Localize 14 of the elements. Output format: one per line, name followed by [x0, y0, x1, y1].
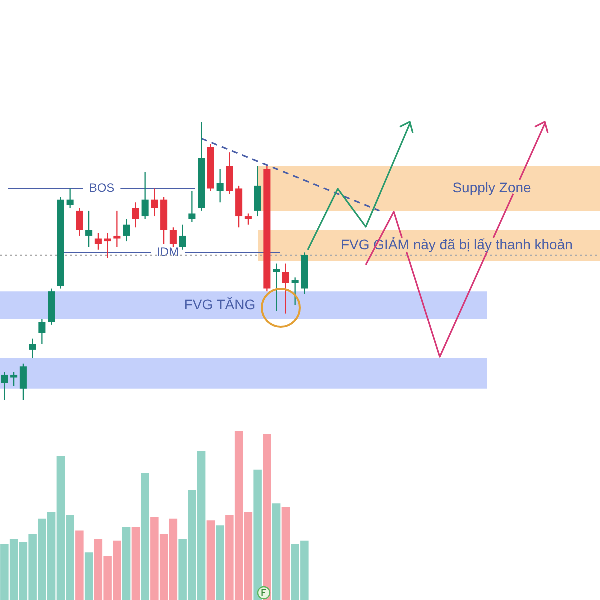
- ref-line-label: BOS: [89, 181, 115, 196]
- bar: [206, 520, 216, 600]
- bar: [76, 530, 84, 600]
- bar: [122, 527, 131, 600]
- bar: [132, 527, 140, 600]
- ref-line-label: IDM: [157, 244, 179, 259]
- candlestick: [244, 214, 252, 225]
- bar: [84, 552, 94, 600]
- bar: [282, 507, 290, 600]
- band-label: Supply Zone: [452, 180, 532, 196]
- bar: [141, 473, 150, 600]
- bar: [272, 504, 281, 600]
- bar: [216, 526, 224, 600]
- band-label: FVG TĂNG: [184, 296, 256, 312]
